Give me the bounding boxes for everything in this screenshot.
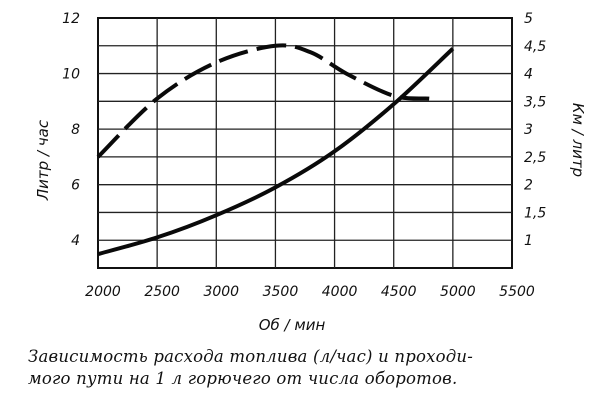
right-tick-label: 1,5 [524,205,546,221]
plot-frame [97,17,513,269]
right-tick-label: 2,5 [524,150,546,166]
caption-line-1: Зависимость расхода топлива (л/час) и пр… [28,347,474,366]
right-tick-label: 2 [524,178,533,194]
left-tick-label: 10 [62,67,80,83]
x-tick-label: 5500 [499,284,535,300]
chart-curves [96,43,455,257]
x-tick-label: 3000 [203,284,239,300]
x-tick-label: 2000 [85,284,121,300]
left-tick-label: 6 [71,178,80,194]
chart-grid [97,17,513,269]
right-tick-label: 3,5 [524,94,546,110]
left-tick-label: 4 [71,233,80,249]
x-tick-label: 4500 [381,284,417,300]
right-tick-label: 4,5 [524,39,546,55]
right-tick-label: 3 [524,122,533,138]
liters-per-hour-curve [97,47,455,257]
right-axis-title: Км / литр [569,103,587,177]
chart-tick-labels: 2000 2500 3000 3500 4000 4500 5000 550046810121… [62,11,546,300]
right-tick-label: 5 [524,11,533,27]
chart: 2000 2500 3000 3500 4000 4500 5000 550046810121… [34,11,587,334]
km-per-liter-curve [96,43,430,159]
left-tick-label: 12 [62,11,80,27]
right-tick-label: 1 [524,233,533,249]
x-tick-label: 4000 [322,284,358,300]
x-tick-label: 3500 [263,284,299,300]
x-axis-title: Об / мин [259,316,326,334]
caption-line-2: мого пути на 1 л горючего от числа оборо… [28,369,458,388]
x-tick-label: 2500 [144,284,180,300]
left-tick-label: 8 [71,122,80,138]
left-axis-title: Литр / час [34,119,52,201]
figure-caption: Зависимость расхода топлива (л/час) и пр… [28,346,588,390]
x-tick-label: 5000 [440,284,476,300]
right-tick-label: 4 [524,67,533,83]
